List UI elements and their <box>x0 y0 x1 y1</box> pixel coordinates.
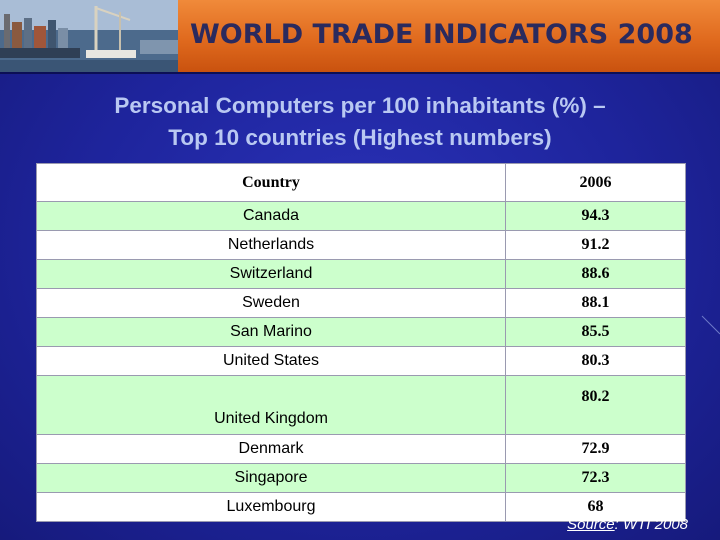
header-banner: WORLD TRADE INDICATORS 2008 <box>0 0 720 72</box>
country-cell: Luxembourg <box>36 492 506 522</box>
country-cell: United States <box>36 346 506 376</box>
table-header-row: Country 2006 <box>36 163 686 202</box>
value-cell: 85.5 <box>505 317 686 347</box>
table-row: Luxembourg 68 <box>36 492 686 522</box>
table-row: Sweden 88.1 <box>36 288 686 318</box>
value-cell: 94.3 <box>505 201 686 231</box>
table-row: Singapore 72.3 <box>36 463 686 493</box>
source-note: Source: WTI 2008 <box>567 516 688 533</box>
source-text: : WTI 2008 <box>614 516 688 533</box>
header-year: 2006 <box>505 163 686 202</box>
value-cell: 80.3 <box>505 346 686 376</box>
country-cell: Denmark <box>36 434 506 464</box>
country-cell: Switzerland <box>36 259 506 289</box>
table-row: San Marino 85.5 <box>36 317 686 347</box>
slide-title: Personal Computers per 100 inhabitants (… <box>0 90 720 154</box>
data-table: Country 2006 Canada 94.3 Netherlands 91.… <box>36 163 686 522</box>
value-cell: 91.2 <box>505 230 686 260</box>
banner-divider <box>0 72 720 74</box>
country-cell: San Marino <box>36 317 506 347</box>
table-row: Denmark 72.9 <box>36 434 686 464</box>
table-row: Netherlands 91.2 <box>36 230 686 260</box>
country-cell: United Kingdom <box>36 375 506 435</box>
header-country: Country <box>36 163 506 202</box>
value-cell: 72.3 <box>505 463 686 493</box>
value-cell: 88.1 <box>505 288 686 318</box>
decorative-line <box>701 315 720 335</box>
value-cell: 72.9 <box>505 434 686 464</box>
value-cell: 80.2 <box>505 375 686 435</box>
table-row: Canada 94.3 <box>36 201 686 231</box>
value-cell: 68 <box>505 492 686 522</box>
value-cell: 88.6 <box>505 259 686 289</box>
table-row: United States 80.3 <box>36 346 686 376</box>
slide-title-line-1: Personal Computers per 100 inhabitants (… <box>114 93 606 118</box>
slide-title-line-2: Top 10 countries (Highest numbers) <box>168 125 552 150</box>
source-label: Source <box>567 516 615 533</box>
country-cell: Sweden <box>36 288 506 318</box>
table-row: United Kingdom 80.2 <box>36 375 686 435</box>
country-cell: Netherlands <box>36 230 506 260</box>
country-cell: Canada <box>36 201 506 231</box>
port-photo-image <box>0 0 178 72</box>
banner-title: WORLD TRADE INDICATORS 2008 <box>190 19 693 50</box>
country-cell: Singapore <box>36 463 506 493</box>
table-row: Switzerland 88.6 <box>36 259 686 289</box>
